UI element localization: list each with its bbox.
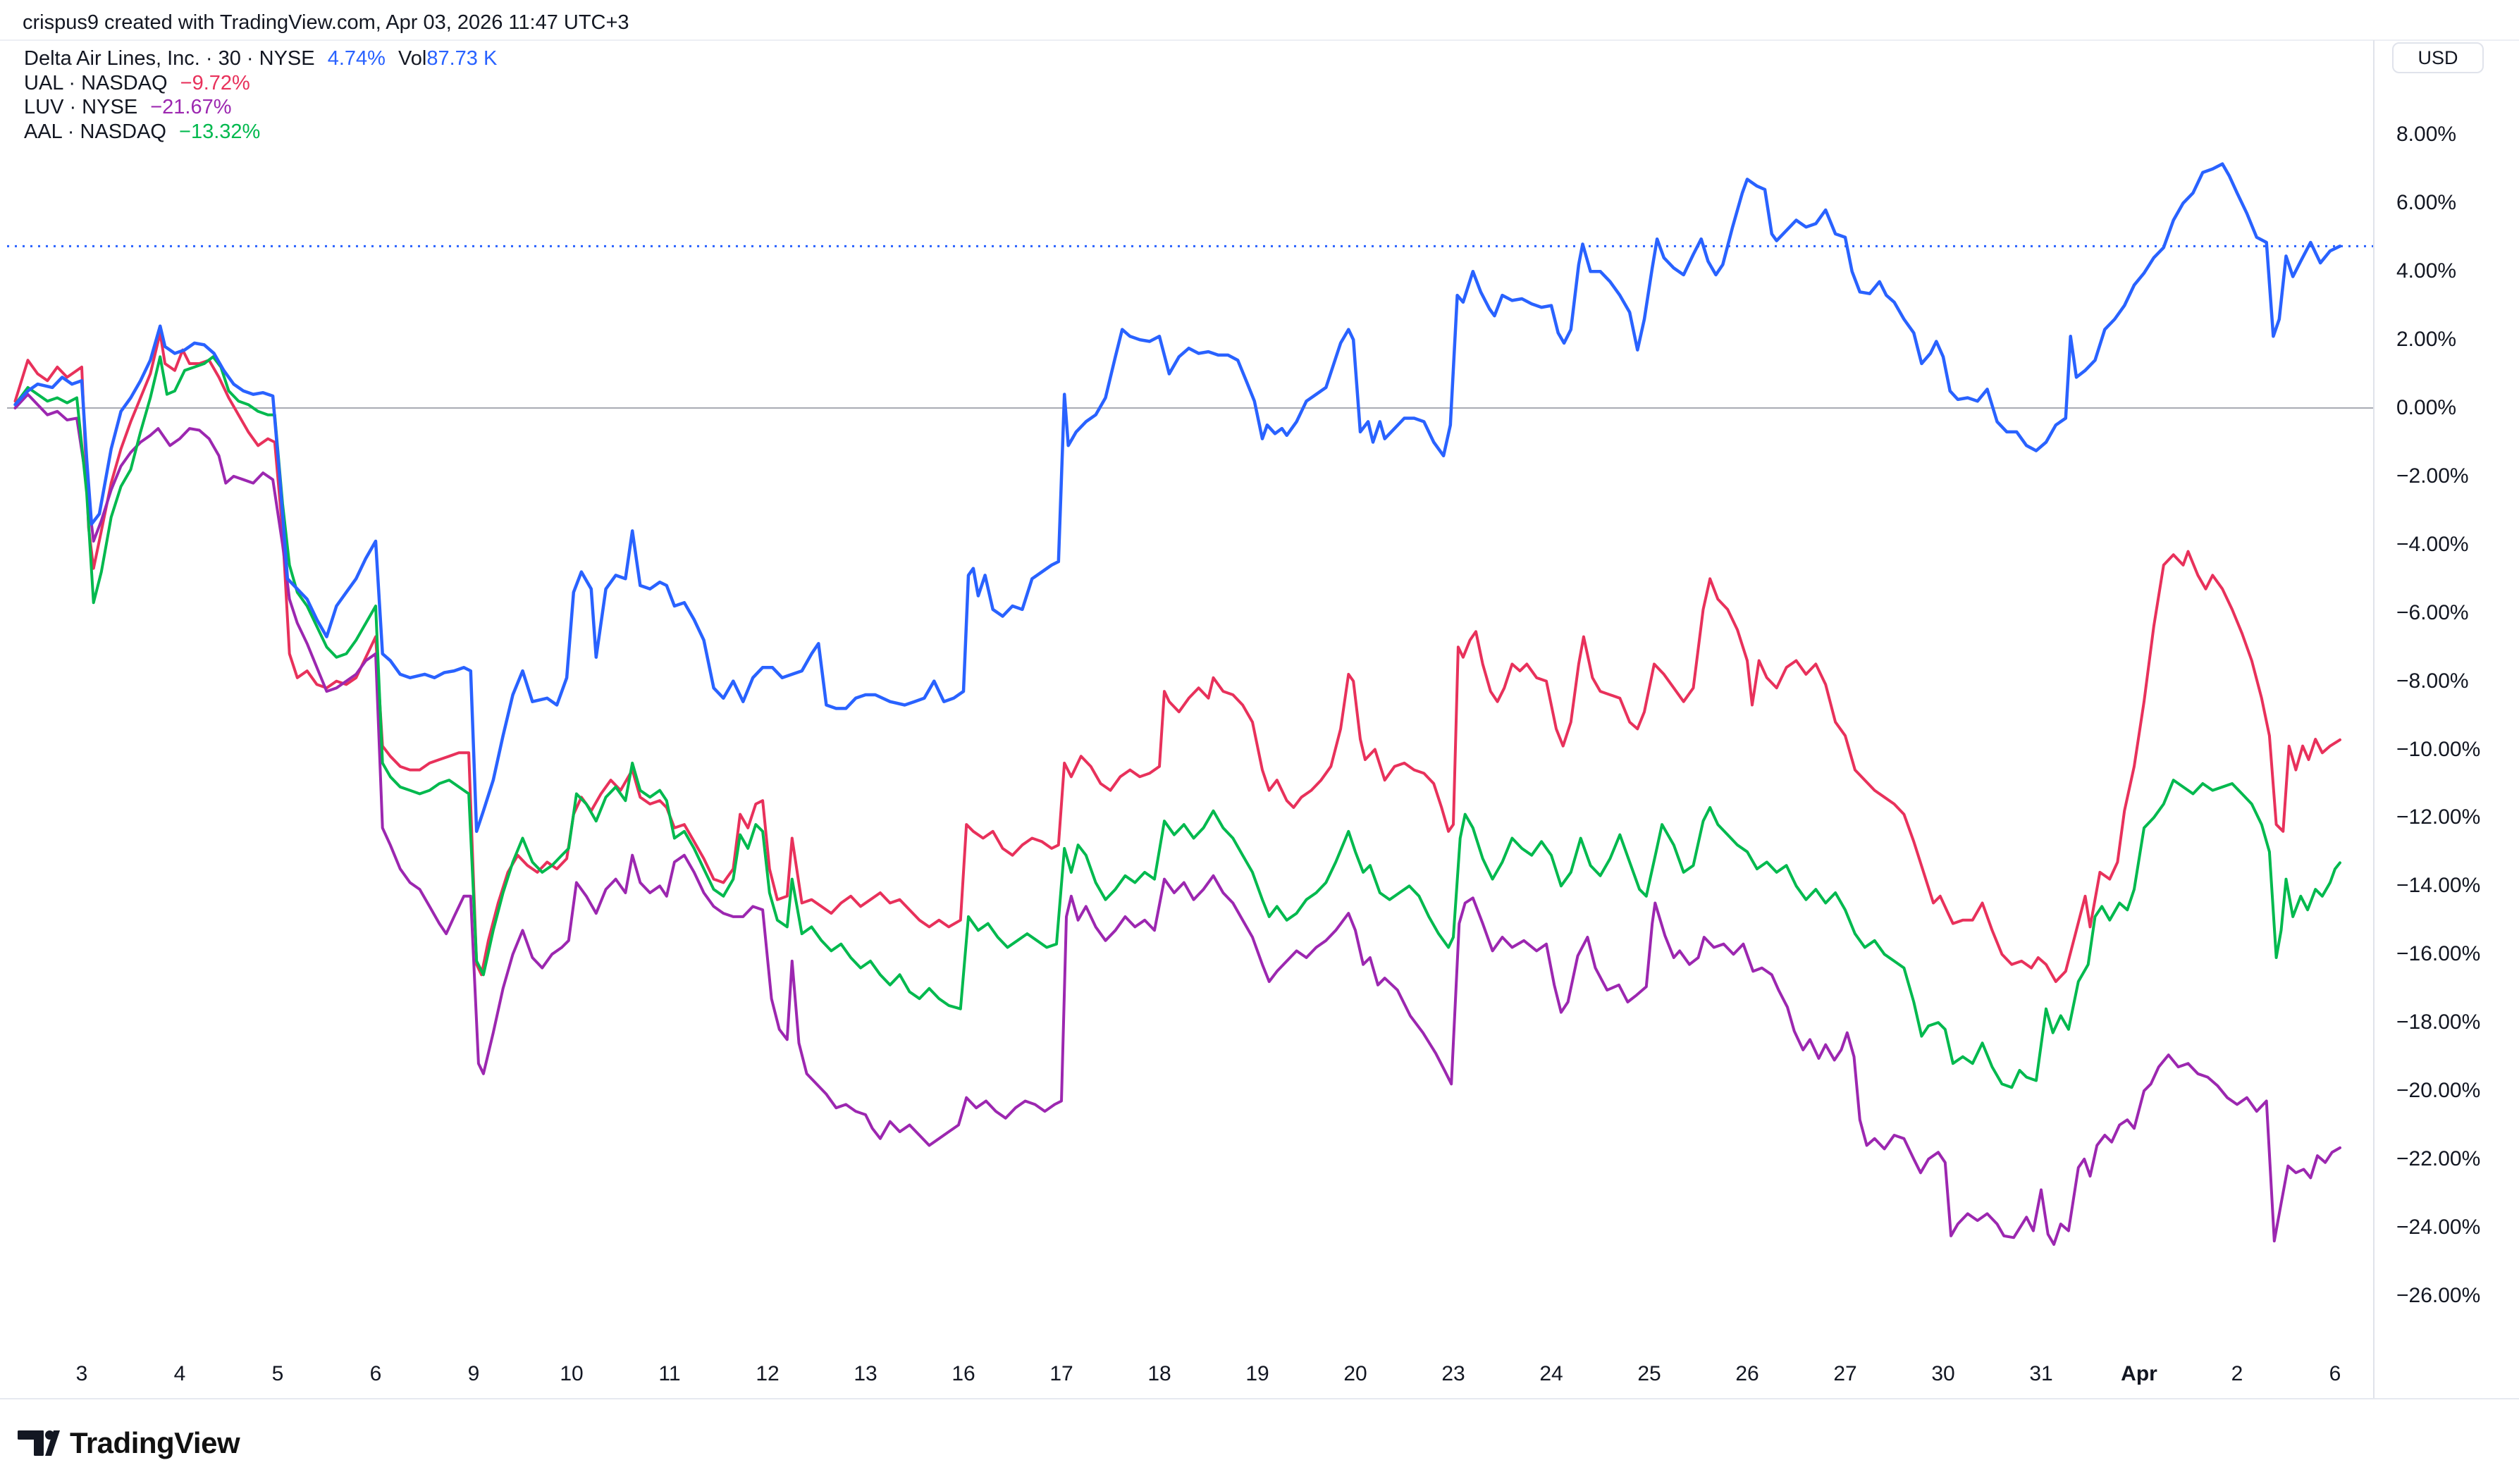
series-line-luv[interactable] bbox=[13, 392, 2341, 1246]
time-axis-label: 17 bbox=[1049, 1362, 1073, 1385]
time-axis-label: 16 bbox=[951, 1362, 975, 1385]
time-axis-label: 30 bbox=[1931, 1362, 1955, 1385]
price-axis-label: −14.00% bbox=[2396, 874, 2481, 898]
legend-row-ual[interactable]: UAL · NASDAQ −9.72% bbox=[24, 71, 497, 96]
legend-row-main[interactable]: Delta Air Lines, Inc. · 30 · NYSE 4.74% … bbox=[24, 47, 497, 71]
time-axis-label: 2 bbox=[2231, 1362, 2243, 1385]
main-change-value: 4.74% bbox=[327, 47, 386, 70]
price-axis-label: −18.00% bbox=[2396, 1010, 2481, 1034]
time-axis-label: 18 bbox=[1147, 1362, 1171, 1385]
time-axis-label: 31 bbox=[2029, 1362, 2053, 1385]
legend-row-luv[interactable]: LUV · NYSE −21.67% bbox=[24, 95, 497, 120]
price-axis-label: −22.00% bbox=[2396, 1146, 2481, 1170]
currency-label: USD bbox=[2418, 47, 2458, 68]
price-axis-label: 2.00% bbox=[2396, 328, 2457, 352]
series-line-aal[interactable] bbox=[13, 355, 2341, 1089]
time-axis-label: 27 bbox=[1833, 1362, 1857, 1385]
time-axis-label: 19 bbox=[1245, 1362, 1269, 1385]
time-axis-label: 6 bbox=[2329, 1362, 2341, 1385]
price-axis-label: 8.00% bbox=[2396, 123, 2457, 147]
price-axis-label: −16.00% bbox=[2396, 942, 2481, 966]
legend-row-aal[interactable]: AAL · NASDAQ −13.32% bbox=[24, 120, 497, 144]
series-layer bbox=[7, 162, 2374, 1246]
time-axis-label: 12 bbox=[756, 1362, 780, 1385]
time-axis-label: 11 bbox=[658, 1362, 681, 1385]
time-axis-label: 9 bbox=[467, 1362, 480, 1385]
compare-change-value: −9.72% bbox=[180, 71, 250, 94]
time-axis-label: 25 bbox=[1637, 1362, 1661, 1385]
price-axis-label: −2.00% bbox=[2396, 464, 2469, 488]
price-axis-label: 4.00% bbox=[2396, 259, 2457, 283]
volume-value: 87.73 K bbox=[426, 47, 498, 70]
tradingview-attribution[interactable]: TradingView bbox=[18, 1426, 240, 1460]
compare-change-value: −13.32% bbox=[179, 120, 261, 143]
legend: Delta Air Lines, Inc. · 30 · NYSE 4.74% … bbox=[24, 47, 497, 144]
price-axis-label: −6.00% bbox=[2396, 600, 2469, 624]
tradingview-logo-text: TradingView bbox=[70, 1426, 240, 1459]
price-axis-label: −20.00% bbox=[2396, 1079, 2481, 1102]
time-axis-label: 4 bbox=[173, 1362, 186, 1385]
tradingview-logo-icon bbox=[18, 1430, 60, 1456]
price-axis-label: −26.00% bbox=[2396, 1283, 2481, 1307]
time-axis-label: 13 bbox=[854, 1362, 877, 1385]
compare-symbol: UAL · NASDAQ bbox=[24, 71, 168, 94]
price-axis-label: −12.00% bbox=[2396, 805, 2481, 829]
main-symbol-description: Delta Air Lines, Inc. · 30 · NYSE bbox=[24, 47, 315, 70]
price-axis-label: −24.00% bbox=[2396, 1215, 2481, 1239]
time-axis-label: 10 bbox=[560, 1362, 584, 1385]
price-axis-label: 6.00% bbox=[2396, 191, 2457, 215]
time-axis-label: Apr bbox=[2121, 1362, 2157, 1385]
page-title: crispus9 created with TradingView.com, A… bbox=[23, 11, 629, 34]
price-axis-label: 0.00% bbox=[2396, 396, 2457, 419]
price-axis-label: −10.00% bbox=[2396, 737, 2481, 761]
compare-symbol: LUV · NYSE bbox=[24, 96, 138, 118]
time-axis-label: 5 bbox=[271, 1362, 284, 1385]
time-axis-label: 3 bbox=[75, 1362, 88, 1385]
volume-label: Vol bbox=[398, 47, 427, 70]
series-line-ual[interactable] bbox=[13, 331, 2341, 983]
time-axis-label: 23 bbox=[1441, 1362, 1465, 1385]
time-axis-label: 24 bbox=[1539, 1362, 1563, 1385]
compare-change-value: −21.67% bbox=[150, 96, 232, 118]
price-axis-label: −4.00% bbox=[2396, 532, 2469, 556]
time-axis-label: 6 bbox=[369, 1362, 382, 1385]
compare-symbol: AAL · NASDAQ bbox=[24, 120, 166, 143]
series-line-dal[interactable] bbox=[13, 162, 2342, 834]
price-axis-label: −8.00% bbox=[2396, 669, 2469, 693]
time-axis-label: 20 bbox=[1343, 1362, 1367, 1385]
currency-toggle-button[interactable]: USD bbox=[2392, 42, 2484, 73]
time-axis-label: 26 bbox=[1735, 1362, 1759, 1385]
